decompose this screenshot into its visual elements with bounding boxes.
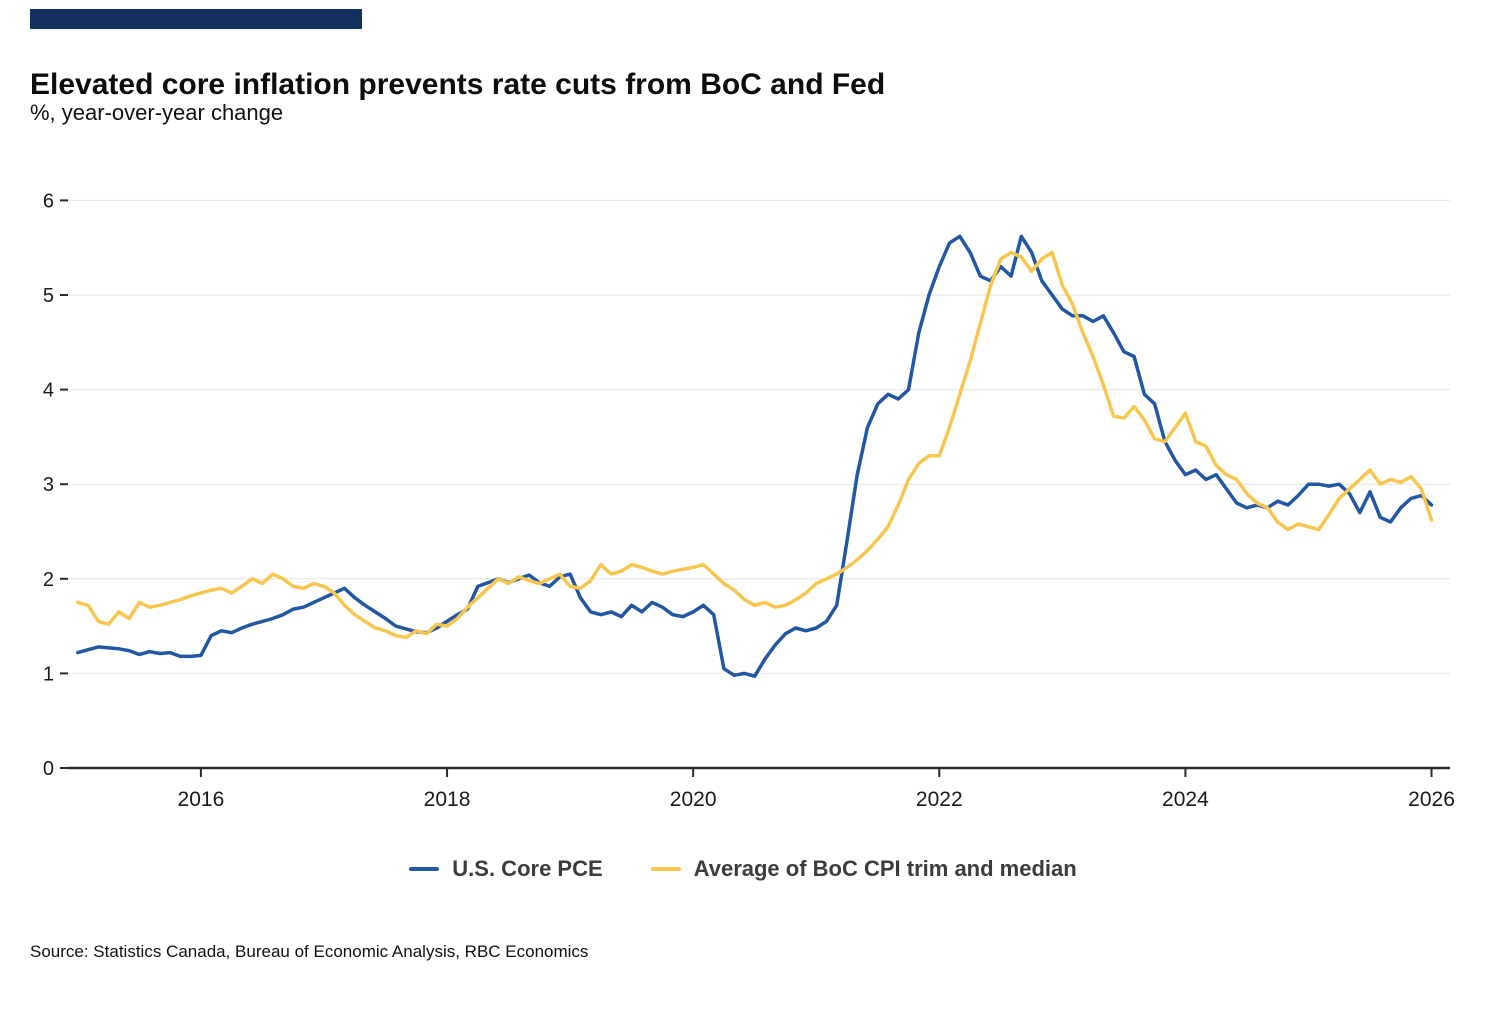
x-tick-label: 2026 (1408, 788, 1455, 811)
chart-area: 0 1 2 3 4 5 6 2016 2018 2020 2022 2024 2026 (30, 146, 1456, 812)
series-line-boc-cpi (76, 250, 1434, 640)
x-tick-label: 2020 (670, 788, 717, 811)
y-tick-label: 1 (43, 663, 54, 685)
source-note: Source: Statistics Canada, Bureau of Eco… (30, 942, 589, 961)
legend-item-boc-cpi: Average of BoC CPI trim and median (650, 856, 1077, 882)
legend: U.S. Core PCE Average of BoC CPI trim an… (0, 856, 1486, 882)
chart-title: Elevated core inflation prevents rate cu… (30, 68, 886, 102)
chart-svg: 0 1 2 3 4 5 6 2016 2018 2020 2022 2024 2026 (43, 190, 1455, 811)
legend-item-us-core-pce: U.S. Core PCE (409, 856, 603, 882)
y-tick-label: 6 (43, 190, 54, 212)
y-tick-label: 0 (43, 758, 54, 780)
y-tick-label: 5 (43, 285, 54, 307)
y-tick-label: 3 (43, 474, 54, 496)
legend-swatch-us-core-pce (409, 867, 440, 871)
chart-subtitle: %, year-over-year change (30, 100, 284, 125)
x-tick-label: 2018 (424, 788, 471, 811)
x-tick-label: 2024 (1162, 788, 1209, 811)
legend-label-us-core-pce: U.S. Core PCE (452, 856, 603, 881)
series-line-us-core-pce (76, 234, 1434, 678)
x-tick-label: 2022 (916, 788, 963, 811)
x-tick-label: 2016 (178, 788, 225, 811)
brand-accent-bar (30, 9, 362, 29)
legend-swatch-boc-cpi (650, 867, 681, 871)
y-tick-label: 2 (43, 569, 54, 591)
y-tick-label: 4 (43, 380, 54, 402)
legend-label-boc-cpi: Average of BoC CPI trim and median (693, 856, 1077, 881)
